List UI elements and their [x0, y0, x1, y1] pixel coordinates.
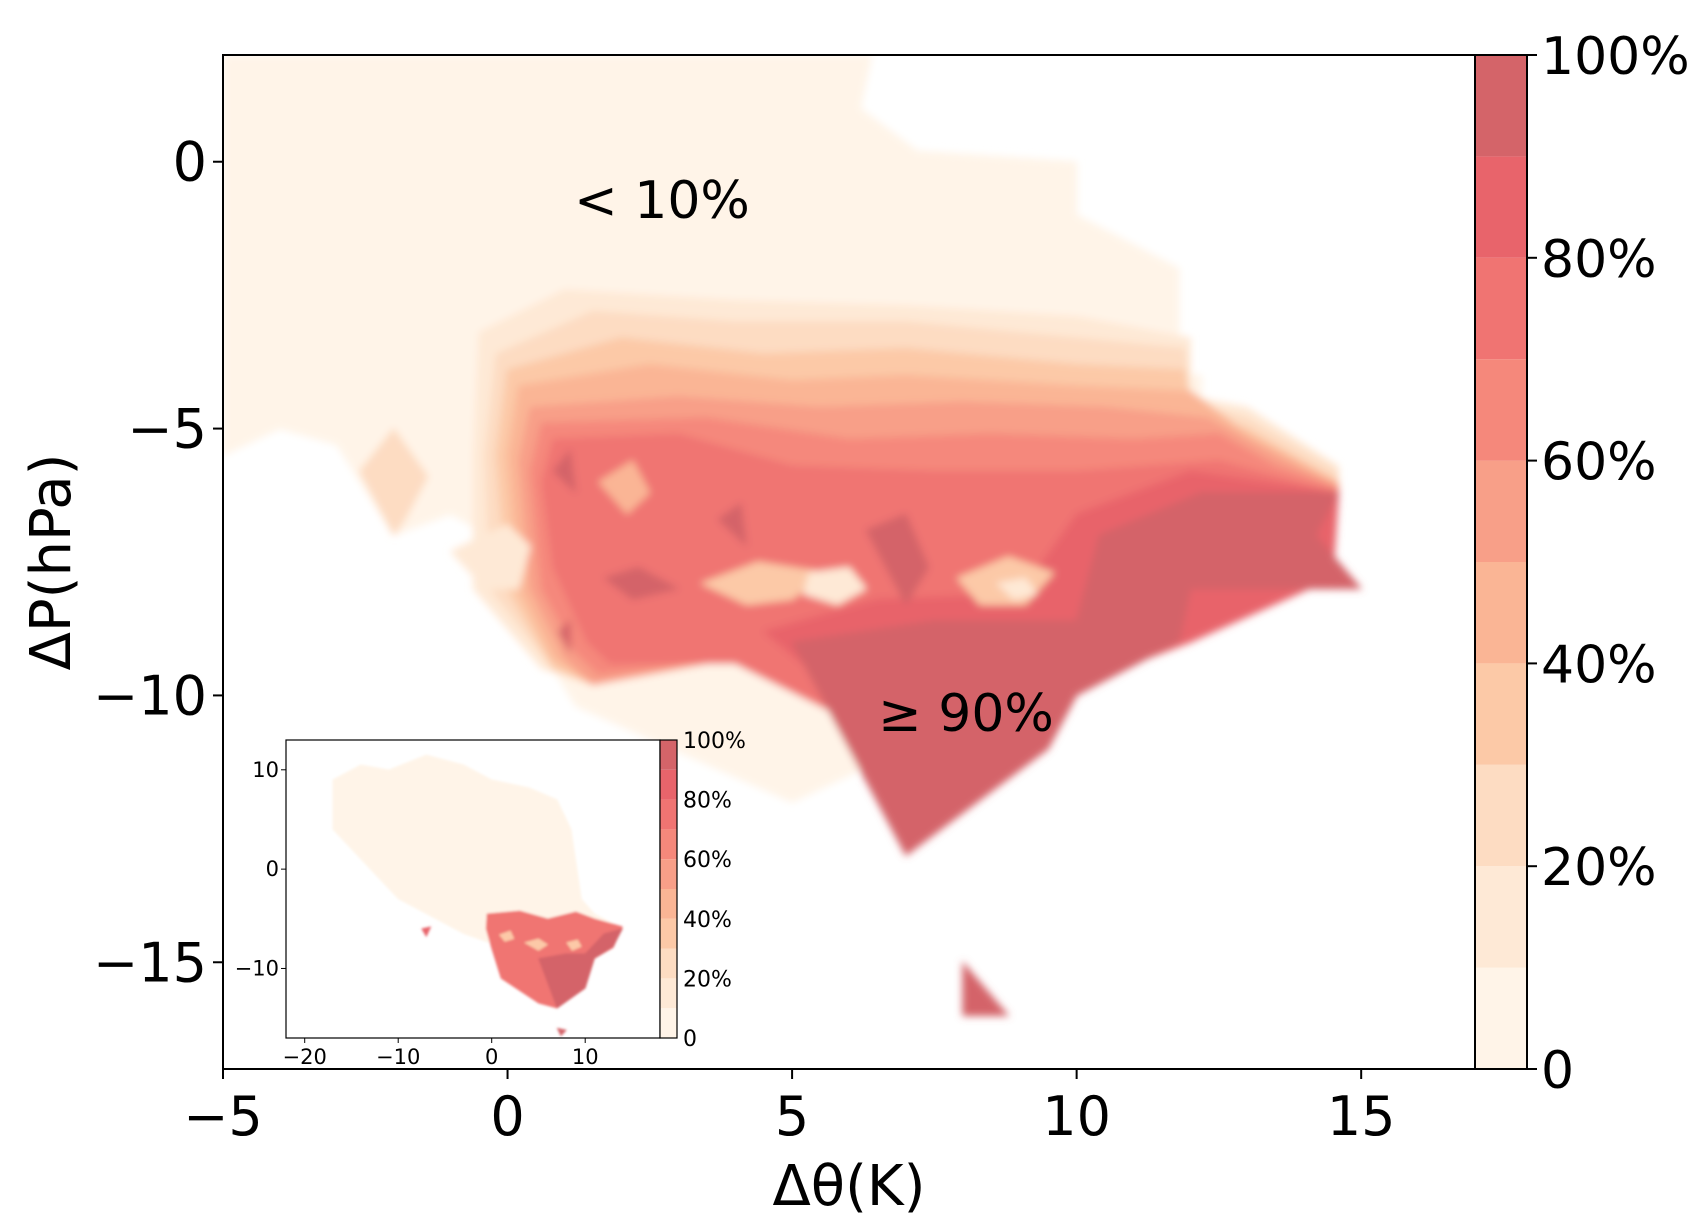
inset-plot: −20 −10 0 10 10 0 −10 0 20% 40% 60% 80% 100%: [235, 729, 746, 1069]
main-plot: < 10% ≥ 90% −5 0 5 10 15 0 −5 −10 −15 Δθ(K) ΔP(…: [19, 54, 1476, 1219]
inset-region-level-9: [556, 1027, 567, 1037]
annotation-low: < 10%: [574, 171, 750, 231]
y-tick-label: 0: [173, 131, 207, 194]
colorbar-tick-label: 100%: [1541, 27, 1690, 87]
inset-contour-regions: [332, 754, 624, 1037]
colorbar-tick-label: 60%: [1541, 433, 1657, 493]
inset-colorbar-band: [660, 829, 677, 860]
inset-colorbar-frame: [659, 739, 678, 1039]
main-annotations: < 10% ≥ 90%: [574, 171, 1054, 744]
x-axis-label: Δθ(K): [773, 1154, 926, 1219]
x-tick-label: 0: [490, 1085, 524, 1148]
y-tick-label: −15: [93, 931, 207, 994]
inset-colorbar-band: [660, 859, 677, 889]
contour-region-level-1: [802, 566, 867, 606]
inset-colorbar-tick-label: 100%: [683, 729, 746, 754]
inset-x-tick-label: −10: [376, 1045, 420, 1069]
x-tick-label: 10: [1042, 1085, 1111, 1148]
inset-colorbar-band: [660, 740, 677, 770]
inset-colorbar-bands: [660, 740, 677, 1038]
inset-region-level-9: [538, 928, 624, 1009]
inset-region-level-3: [566, 939, 582, 951]
inset-x-axis: −20 −10 0 10: [283, 1038, 599, 1069]
y-tick-label: −5: [127, 398, 207, 461]
inset-colorbar-band: [660, 769, 677, 800]
main-colorbar-ticks: 0 20% 40% 60% 80% 100%: [1527, 27, 1690, 1101]
inset-x-tick-label: 10: [572, 1045, 599, 1069]
x-tick-label: −5: [183, 1085, 263, 1148]
contour-region-level-9: [558, 619, 571, 653]
contour-region-level-1: [995, 577, 1038, 600]
main-colorbar-bands: [1475, 55, 1527, 1069]
inset-colorbar-band: [660, 889, 677, 919]
colorbar-tick-label: 20%: [1541, 838, 1657, 898]
contour-region-level-9: [865, 513, 930, 606]
contour-region-level-9: [717, 502, 748, 548]
inset-colorbar-band: [660, 799, 677, 830]
contour-region-level-2: [359, 427, 429, 537]
inset-colorbar-tick-label: 20%: [683, 967, 732, 992]
main-y-axis: 0 −5 −10 −15: [93, 131, 223, 994]
inset-colorbar-band: [660, 948, 677, 979]
colorbar-band: [1475, 359, 1527, 461]
inset-colorbar-tick-label: 80%: [683, 789, 732, 814]
colorbar-tick-label: 80%: [1541, 230, 1657, 290]
inset-colorbar-tick-label: 60%: [683, 848, 732, 873]
inset-colorbar-tick-label: 0: [683, 1027, 697, 1052]
inset-region-level-3: [523, 938, 549, 951]
inset-x-tick-label: −20: [283, 1045, 327, 1069]
y-axis-label: ΔP(hPa): [19, 454, 84, 671]
contour-region-level-4: [597, 459, 651, 515]
colorbar-band: [1475, 257, 1527, 360]
inset-colorbar-tick-label: 40%: [683, 908, 732, 933]
inset-colorbar-band: [660, 978, 677, 1009]
colorbar-band: [1475, 967, 1527, 1069]
inset-colorbar-band: [660, 1008, 677, 1038]
colorbar-tick-label: 0: [1541, 1041, 1574, 1101]
colorbar-band: [1475, 460, 1527, 562]
colorbar-band: [1475, 55, 1527, 157]
inset-colorbar-band: [660, 918, 677, 949]
inset-x-tick-label: 0: [485, 1045, 498, 1069]
colorbar-band: [1475, 562, 1527, 664]
inset-y-tick-label: 10: [252, 758, 279, 782]
contour-region-level-9: [791, 492, 1363, 857]
colorbar-band: [1475, 764, 1527, 867]
inset-y-tick-label: 0: [266, 857, 279, 881]
inset-region-level-8: [421, 926, 432, 938]
colorbar-band: [1475, 156, 1527, 258]
main-x-axis: −5 0 5 10 15: [183, 1069, 1396, 1148]
contour-region-level-9: [1115, 524, 1169, 552]
main-colorbar-frame: [1474, 54, 1528, 1070]
contour-region-level-9: [603, 566, 680, 600]
inset-y-axis: 10 0 −10: [235, 758, 286, 980]
colorbar-band: [1475, 866, 1527, 968]
inset-colorbar-ticks: 0 20% 40% 60% 80% 100%: [683, 729, 746, 1052]
y-tick-label: −10: [93, 664, 207, 727]
colorbar-tick-label: 40%: [1541, 635, 1657, 695]
inset-region-level-3: [498, 930, 515, 942]
annotation-high: ≥ 90%: [878, 684, 1054, 744]
inset-y-tick-label: −10: [235, 956, 279, 980]
x-tick-label: 15: [1327, 1085, 1396, 1148]
contour-region-level-9: [552, 448, 577, 494]
main-contour-regions: [223, 55, 1363, 1017]
colorbar-band: [1475, 663, 1527, 765]
contour-region-level-1: [449, 524, 531, 590]
x-tick-label: 5: [775, 1085, 809, 1148]
main-colorbar: 0 20% 40% 60% 80% 100%: [1474, 27, 1690, 1101]
contour-region-level-9: [962, 960, 1010, 1017]
